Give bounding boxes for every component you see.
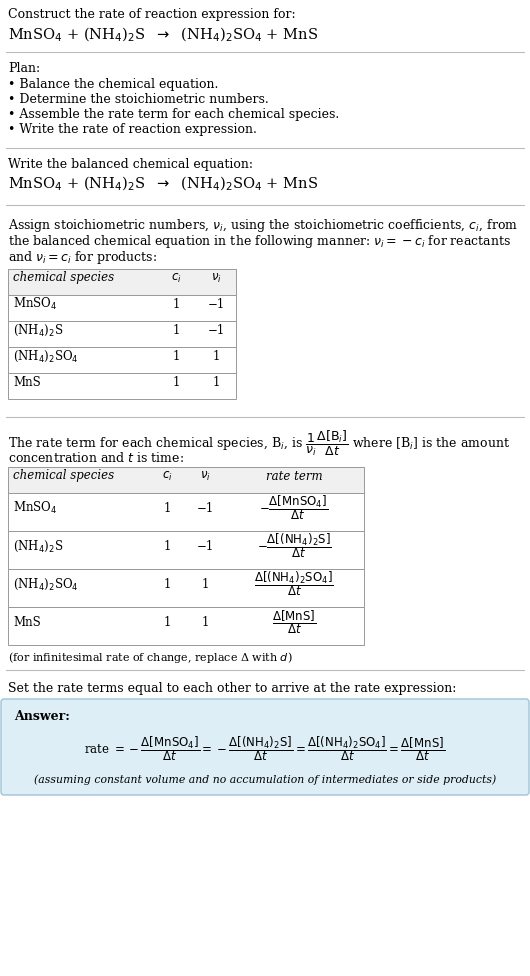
Text: Assign stoichiometric numbers, $\nu_i$, using the stoichiometric coefficients, $: Assign stoichiometric numbers, $\nu_i$, … [8,217,518,234]
Bar [8,347,236,373]
Text: (NH$_4$)$_2$S: (NH$_4$)$_2$S [13,322,64,338]
Text: $-\dfrac{\Delta[\mathrm{(NH_4)_2S}]}{\Delta t}$: $-\dfrac{\Delta[\mathrm{(NH_4)_2S}]}{\De… [257,532,331,560]
Bar [8,321,236,347]
Text: $c_i$: $c_i$ [171,271,181,285]
FancyBboxPatch shape [1,699,529,795]
Text: • Assemble the rate term for each chemical species.: • Assemble the rate term for each chemic… [8,108,339,121]
Text: MnSO$_4$ + (NH$_4$)$_2$S  $\rightarrow$  (NH$_4$)$_2$SO$_4$ + MnS: MnSO$_4$ + (NH$_4$)$_2$S $\rightarrow$ (… [8,175,318,193]
Text: 1: 1 [213,376,220,388]
Text: 1: 1 [163,578,171,590]
Text: 1: 1 [172,323,180,337]
Text: Plan:: Plan: [8,62,40,75]
Text: Construct the rate of reaction expression for:: Construct the rate of reaction expressio… [8,8,296,21]
Text: (NH$_4$)$_2$S: (NH$_4$)$_2$S [13,539,64,553]
Text: 1: 1 [163,502,171,514]
Text: −1: −1 [197,502,214,514]
Text: (NH$_4$)$_2$SO$_4$: (NH$_4$)$_2$SO$_4$ [13,348,78,364]
Text: 1: 1 [172,376,180,388]
Text: • Determine the stoichiometric numbers.: • Determine the stoichiometric numbers. [8,93,269,106]
Bar [8,467,364,493]
Bar [8,607,364,645]
Text: concentration and $t$ is time:: concentration and $t$ is time: [8,451,184,465]
Bar [8,531,364,569]
Text: Answer:: Answer: [14,710,70,723]
Text: • Write the rate of reaction expression.: • Write the rate of reaction expression. [8,123,257,136]
Text: rate $= -\dfrac{\Delta[\mathrm{MnSO_4}]}{\Delta t} = -\dfrac{\Delta[\mathrm{(NH_: rate $= -\dfrac{\Delta[\mathrm{MnSO_4}]}… [84,735,446,763]
Bar [8,493,364,531]
Text: 1: 1 [163,540,171,552]
Text: chemical species: chemical species [13,271,114,284]
Text: MnSO$_4$: MnSO$_4$ [13,500,57,516]
Text: 1: 1 [172,349,180,362]
Bar [8,373,236,399]
Text: (for infinitesimal rate of change, replace Δ with $d$): (for infinitesimal rate of change, repla… [8,650,293,665]
Text: rate term: rate term [266,469,322,482]
Text: The rate term for each chemical species, B$_i$, is $\dfrac{1}{\nu_i}\dfrac{\Delt: The rate term for each chemical species,… [8,429,510,458]
Bar [8,269,236,295]
Text: −1: −1 [207,323,225,337]
Text: $\nu_i$: $\nu_i$ [200,469,210,482]
Text: $-\dfrac{\Delta[\mathrm{MnSO_4}]}{\Delta t}$: $-\dfrac{\Delta[\mathrm{MnSO_4}]}{\Delta… [260,494,329,522]
Text: the balanced chemical equation in the following manner: $\nu_i = -c_i$ for react: the balanced chemical equation in the fo… [8,233,511,250]
Text: $\dfrac{\Delta[\mathrm{MnS}]}{\Delta t}$: $\dfrac{\Delta[\mathrm{MnS}]}{\Delta t}$ [272,608,316,635]
Bar [8,295,236,321]
Text: 1: 1 [201,616,209,629]
Text: and $\nu_i = c_i$ for products:: and $\nu_i = c_i$ for products: [8,249,157,266]
Text: −1: −1 [207,298,225,310]
Text: • Balance the chemical equation.: • Balance the chemical equation. [8,78,218,91]
Text: $\nu_i$: $\nu_i$ [210,271,222,285]
Text: (NH$_4$)$_2$SO$_4$: (NH$_4$)$_2$SO$_4$ [13,577,78,591]
Text: 1: 1 [201,578,209,590]
Text: $\dfrac{\Delta[\mathrm{(NH_4)_2SO_4}]}{\Delta t}$: $\dfrac{\Delta[\mathrm{(NH_4)_2SO_4}]}{\… [254,570,334,598]
Text: MnSO$_4$: MnSO$_4$ [13,296,57,312]
Text: 1: 1 [163,616,171,629]
Text: MnS: MnS [13,376,41,388]
Text: chemical species: chemical species [13,469,114,482]
Text: −1: −1 [197,540,214,552]
Text: 1: 1 [172,298,180,310]
Text: MnS: MnS [13,616,41,629]
Bar [8,569,364,607]
Text: 1: 1 [213,349,220,362]
Text: (assuming constant volume and no accumulation of intermediates or side products): (assuming constant volume and no accumul… [34,775,496,786]
Text: Set the rate terms equal to each other to arrive at the rate expression:: Set the rate terms equal to each other t… [8,682,456,695]
Text: MnSO$_4$ + (NH$_4$)$_2$S  $\rightarrow$  (NH$_4$)$_2$SO$_4$ + MnS: MnSO$_4$ + (NH$_4$)$_2$S $\rightarrow$ (… [8,26,318,44]
Text: Write the balanced chemical equation:: Write the balanced chemical equation: [8,158,253,171]
Text: $c_i$: $c_i$ [162,469,172,482]
